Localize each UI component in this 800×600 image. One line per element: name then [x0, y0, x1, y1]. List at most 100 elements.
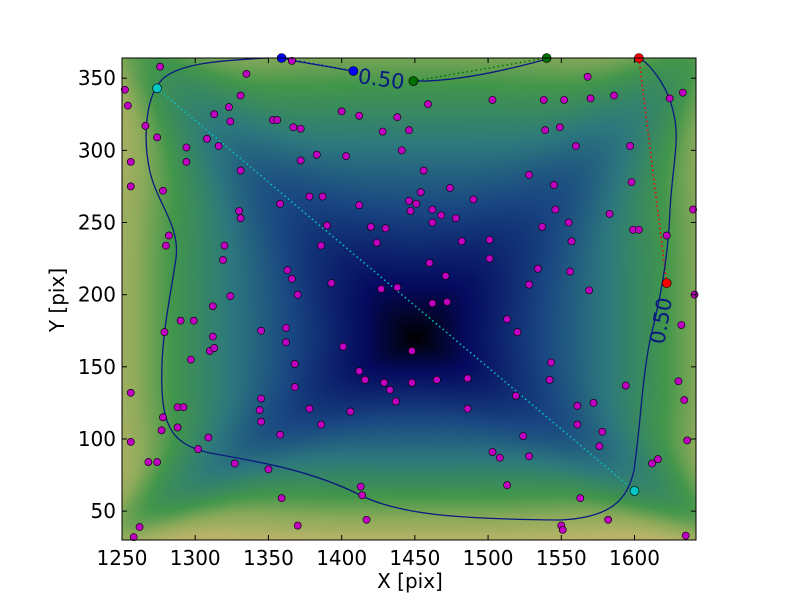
- y-tick-label: 200: [78, 283, 116, 307]
- data-point: [214, 142, 223, 150]
- data-point: [525, 452, 533, 461]
- data-point: [674, 377, 683, 386]
- data-point: [126, 437, 135, 446]
- data-point: [290, 383, 299, 391]
- data-point: [358, 491, 367, 500]
- data-point: [276, 199, 285, 208]
- data-point: [558, 525, 567, 534]
- data-point: [572, 142, 580, 150]
- data-point: [566, 267, 574, 276]
- data-point: [203, 134, 211, 143]
- pair-connector-line: [638, 57, 668, 284]
- data-point: [654, 455, 662, 464]
- data-point: [621, 381, 630, 390]
- data-point: [129, 533, 138, 542]
- data-point: [397, 146, 406, 155]
- ticks: 1250 1300 1350 1400 1450 1500 1550 1600 50 100 150…: [78, 58, 696, 570]
- data-point: [511, 391, 520, 400]
- data-point: [386, 386, 394, 394]
- data-point: [525, 170, 533, 179]
- data-point: [182, 143, 191, 152]
- y-tick-label: 50: [91, 499, 116, 523]
- data-point: [242, 69, 251, 78]
- y-tick-label: 350: [78, 66, 116, 90]
- data-point: [393, 113, 402, 122]
- data-point: [381, 224, 390, 233]
- data-point: [160, 328, 169, 337]
- data-point: [159, 413, 167, 422]
- data-point: [305, 404, 314, 413]
- data-point: [153, 458, 162, 466]
- data-point: [204, 433, 213, 442]
- y-tick-label: 300: [78, 138, 116, 162]
- data-point: [257, 417, 266, 426]
- data-point: [355, 367, 364, 376]
- data-point: [627, 178, 636, 187]
- data-point: [141, 121, 150, 130]
- pair-connector-line: [156, 87, 635, 492]
- x-axis-label: X [pix]: [377, 569, 443, 593]
- data-point: [425, 259, 434, 267]
- data-point: [327, 279, 336, 288]
- marked-point: [152, 83, 162, 94]
- x-tick-label: 1500: [463, 546, 514, 570]
- data-point: [162, 241, 170, 250]
- data-point: [683, 436, 692, 445]
- data-point: [210, 110, 219, 119]
- data-point: [469, 195, 478, 204]
- data-point: [457, 237, 466, 246]
- data-point: [157, 426, 166, 435]
- data-point: [346, 407, 355, 416]
- data-point: [555, 123, 564, 132]
- data-point: [362, 515, 371, 524]
- data-point: [164, 231, 173, 240]
- data-point: [226, 117, 235, 126]
- data-point: [121, 85, 129, 94]
- data-point: [342, 152, 350, 161]
- data-point: [123, 101, 132, 110]
- data-point: [296, 124, 305, 133]
- data-point: [662, 231, 671, 240]
- data-point: [257, 394, 266, 403]
- data-point: [156, 62, 164, 71]
- data-point: [488, 448, 497, 456]
- data-point: [437, 211, 446, 220]
- data-point: [408, 378, 416, 387]
- x-tick-label: 1550: [536, 546, 587, 570]
- data-point: [235, 207, 244, 215]
- data-point: [236, 214, 245, 223]
- data-point: [406, 207, 415, 215]
- data-point: [220, 241, 229, 250]
- data-point: [367, 222, 375, 231]
- data-point: [550, 181, 558, 189]
- data-point: [296, 156, 305, 165]
- data-point: [610, 91, 618, 100]
- data-point: [551, 205, 560, 214]
- contour-label-top: 0.50: [356, 64, 406, 94]
- data-point: [567, 237, 576, 246]
- data-point: [126, 158, 135, 166]
- data-point: [361, 375, 369, 384]
- data-point: [293, 521, 302, 530]
- data-point: [277, 494, 286, 503]
- marked-point: [408, 76, 419, 86]
- plot-frame: [121, 57, 697, 541]
- x-tick-label: 1400: [316, 546, 367, 570]
- data-point: [424, 100, 432, 109]
- x-tick-label: 1300: [170, 546, 221, 570]
- data-point: [318, 192, 327, 201]
- data-point: [230, 459, 239, 468]
- data-point: [539, 95, 548, 104]
- y-axis-label: Y [pix]: [45, 268, 69, 333]
- data-point: [665, 94, 674, 103]
- x-tick-label: 1600: [609, 546, 660, 570]
- data-point: [287, 56, 296, 65]
- data-point: [432, 375, 441, 384]
- data-point: [283, 266, 292, 275]
- data-point: [179, 403, 188, 412]
- data-point: [135, 523, 144, 531]
- data-point: [634, 225, 643, 234]
- data-point: [236, 91, 245, 100]
- data-point: [182, 158, 191, 166]
